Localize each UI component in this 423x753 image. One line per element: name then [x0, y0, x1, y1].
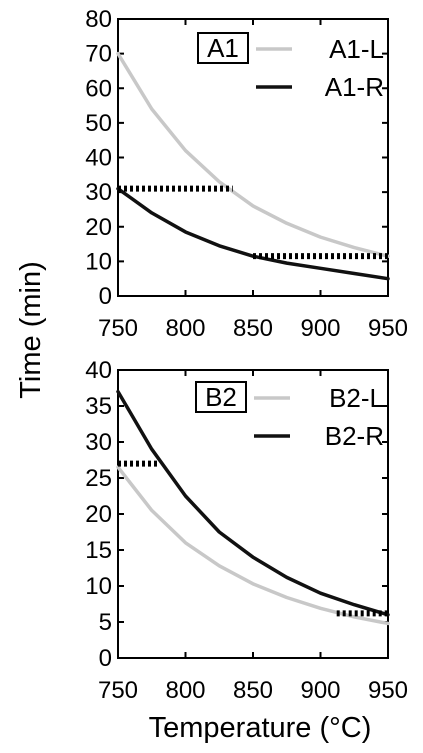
y-tick-label: 10	[85, 573, 112, 600]
y-tick-label: 20	[85, 214, 112, 241]
y-tick-label: 25	[85, 465, 112, 492]
legend-label-a1-l: A1-L	[329, 34, 384, 64]
x-tick-label: 900	[300, 315, 340, 342]
panel-tag-box	[195, 381, 247, 413]
panel-b2: 750 800 850 900 950 0 5 10 15 20 25 30 35 40 B2 B2-L B2-…	[85, 357, 408, 704]
y-tick-label: 70	[85, 41, 112, 68]
y-tick-label: 60	[85, 75, 112, 102]
legend-label-a1-r: A1-R	[325, 72, 384, 102]
panel-tag-label: B2	[205, 382, 237, 412]
x-tick-label: 950	[368, 315, 408, 342]
y-tick-label: 0	[99, 283, 112, 310]
series-line-a1-r	[116, 186, 390, 281]
y-axis-title: Time (min)	[15, 261, 47, 398]
series-line-a1-l	[116, 51, 390, 258]
panel-a1: 750 800 850 900 950 0 10 20 30 40 50 60 70 80 A1 A1-L A1…	[85, 6, 408, 342]
panel-tag-label: A1	[207, 33, 239, 63]
x-tick-label: 850	[233, 677, 273, 704]
x-tick-label: 900	[300, 677, 340, 704]
y-tick-label: 40	[85, 145, 112, 172]
y-tick-label: 20	[85, 501, 112, 528]
panel-tag-box	[197, 32, 249, 64]
series-line-b2-r	[116, 389, 390, 617]
y-tick-label: 10	[85, 248, 112, 275]
x-tick-label: 800	[165, 315, 205, 342]
x-tick-label: 850	[233, 315, 273, 342]
legend-label-b2-r: B2-R	[325, 421, 384, 451]
series-line-b2-l	[116, 465, 390, 626]
legend-label-b2-l: B2-L	[329, 383, 384, 413]
x-axis-title: Temperature (°C)	[149, 712, 372, 744]
y-tick-label: 15	[85, 537, 112, 564]
y-tick-label: 5	[99, 609, 112, 636]
y-tick-label: 0	[99, 645, 112, 672]
y-tick-label: 50	[85, 110, 112, 137]
x-tick-label: 950	[368, 677, 408, 704]
y-tick-label: 35	[85, 393, 112, 420]
y-tick-label: 30	[85, 429, 112, 456]
x-tick-label: 750	[98, 677, 138, 704]
x-tick-label: 750	[98, 315, 138, 342]
y-tick-label: 30	[85, 179, 112, 206]
x-tick-label: 800	[165, 677, 205, 704]
y-tick-label: 40	[85, 357, 112, 384]
y-tick-label: 80	[85, 6, 112, 33]
